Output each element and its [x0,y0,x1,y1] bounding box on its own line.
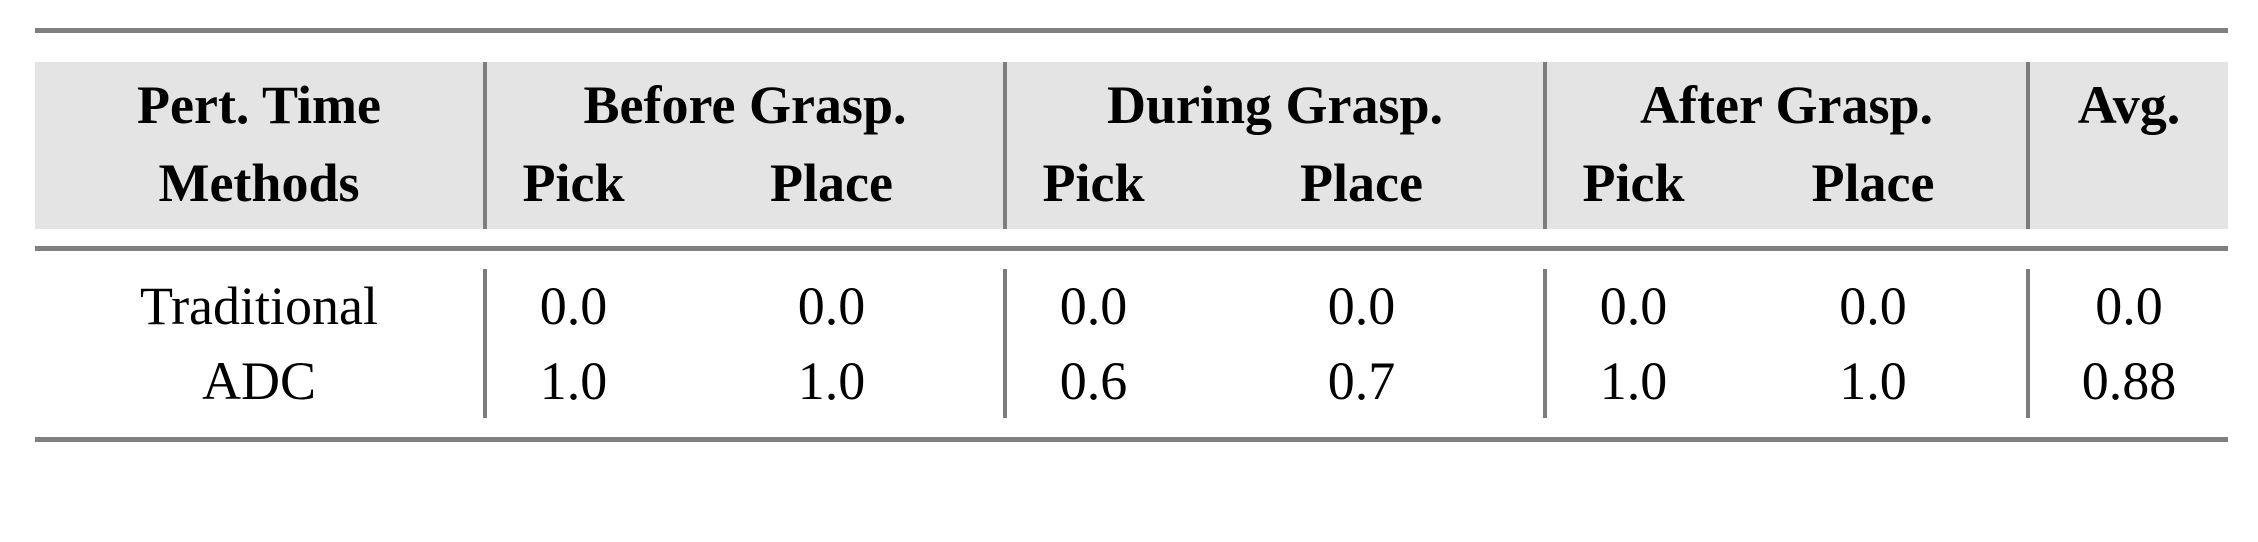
header-during-place: Place [1180,145,1546,230]
cell-during-place: 0.7 [1180,343,1545,419]
header-methods: Methods [35,145,485,230]
cell-during-place: 0.0 [1180,269,1545,344]
cell-before-pick: 0.0 [483,269,660,344]
header-during-pick: Pick [1003,145,1181,230]
cell-method: Traditional [35,269,485,344]
cell-after-pick: 0.0 [1543,269,1720,344]
cell-after-place: 1.0 [1720,343,2028,419]
cell-method: ADC [35,343,485,419]
table-header: Pert. Time Before Grasp. During Grasp. A… [35,62,2229,230]
header-group-during-grasp: During Grasp. [1003,62,1546,146]
cell-before-place: 0.0 [660,269,1005,344]
cell-avg: 0.88 [2026,343,2228,419]
header-group-row: Pert. Time Before Grasp. During Grasp. A… [35,62,2229,146]
cell-before-pick: 1.0 [483,343,660,419]
header-group-before-grasp: Before Grasp. [482,62,1006,146]
header-group-after-grasp: After Grasp. [1543,62,2029,146]
cell-during-pick: 0.0 [1003,269,1180,344]
cell-avg: 0.0 [2026,269,2228,344]
header-before-pick: Pick [483,145,660,230]
results-table-container: Pert. Time Before Grasp. During Grasp. A… [35,28,2229,443]
header-before-place: Place [660,145,1006,230]
header-after-place: Place [1720,145,2029,230]
table-row: Traditional 0.0 0.0 0.0 0.0 0.0 0.0 0.0 [35,269,2228,344]
cell-during-pick: 0.6 [1003,343,1180,419]
header-after-pick: Pick [1543,145,1721,230]
table-mid-rule [35,246,2228,252]
cell-after-place: 0.0 [1720,269,2028,344]
header-avg-empty [2026,145,2229,230]
table-top-rule [35,28,2228,33]
results-table: Pert. Time Before Grasp. During Grasp. A… [35,62,2229,230]
cell-after-pick: 1.0 [1543,343,1720,419]
table-bottom-rule [35,437,2228,443]
header-group-pert-time: Pert. Time [35,62,485,146]
table-body: Traditional 0.0 0.0 0.0 0.0 0.0 0.0 0.0 … [35,269,2228,419]
cell-before-place: 1.0 [660,343,1005,419]
results-table-body-wrap: Traditional 0.0 0.0 0.0 0.0 0.0 0.0 0.0 … [35,269,2228,419]
header-sub-row: Methods Pick Place Pick Place Pick Place [35,145,2229,230]
header-group-avg: Avg. [2026,62,2229,146]
table-row: ADC 1.0 1.0 0.6 0.7 1.0 1.0 0.88 [35,343,2228,419]
